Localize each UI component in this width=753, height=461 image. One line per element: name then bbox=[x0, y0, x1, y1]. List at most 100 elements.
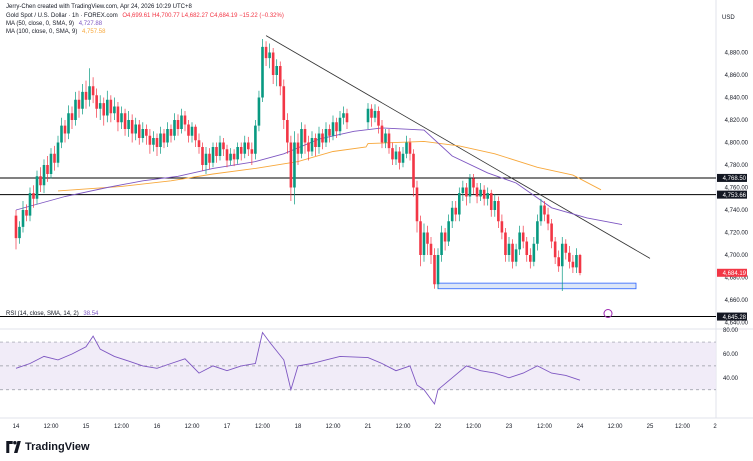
candle-body bbox=[557, 257, 560, 267]
candle-body bbox=[95, 95, 98, 109]
candle-body bbox=[190, 126, 194, 136]
ma100-legend[interactable]: MA (100, close, 0, SMA, 9) 4,757.58 bbox=[6, 28, 108, 36]
candle-body bbox=[296, 142, 300, 154]
candle-body bbox=[176, 120, 180, 129]
candle-body bbox=[84, 91, 88, 100]
candle-body bbox=[293, 142, 296, 188]
rsi-y-tick-label: 60.00 bbox=[723, 352, 739, 358]
tradingview-logo-icon bbox=[6, 441, 21, 453]
candle-body bbox=[250, 149, 254, 154]
candle-body bbox=[46, 165, 49, 174]
candle-body bbox=[331, 122, 335, 136]
y-tick-label: 4,720.00 bbox=[725, 231, 749, 237]
candle-body bbox=[229, 153, 232, 161]
candle-body bbox=[479, 189, 482, 197]
candle-body bbox=[155, 138, 159, 147]
candle-body bbox=[465, 187, 468, 197]
candle-body bbox=[130, 120, 134, 134]
candle-body bbox=[183, 115, 187, 125]
support-zone bbox=[437, 282, 637, 290]
candle-body bbox=[345, 113, 349, 123]
candle-body bbox=[261, 46, 264, 98]
candle-body bbox=[134, 124, 137, 134]
x-tick-label: 14 bbox=[13, 424, 20, 430]
candle-body bbox=[307, 142, 310, 152]
candle-body bbox=[127, 120, 130, 129]
candle-body bbox=[218, 142, 222, 156]
candle-body bbox=[377, 111, 380, 126]
price-label-box bbox=[717, 312, 747, 321]
x-tick-label: 25 bbox=[647, 424, 654, 430]
candle-body bbox=[370, 108, 373, 118]
x-tick-label: 12:00 bbox=[395, 424, 411, 430]
candle-body bbox=[433, 255, 436, 285]
candle-body bbox=[282, 86, 286, 120]
candle-body bbox=[443, 232, 447, 242]
candle-body bbox=[500, 221, 504, 233]
candle-body bbox=[497, 201, 500, 222]
candle-body bbox=[137, 124, 141, 138]
ma100-line bbox=[57, 140, 602, 192]
candle-body bbox=[394, 151, 398, 160]
candle-body bbox=[32, 193, 35, 199]
x-tick-label: 17 bbox=[224, 424, 231, 430]
candle-body bbox=[529, 255, 532, 262]
candle-body bbox=[278, 66, 282, 87]
candle-body bbox=[35, 176, 39, 199]
candle-body bbox=[197, 140, 201, 147]
y-tick-label: 4,880.00 bbox=[725, 51, 749, 57]
candle-body bbox=[173, 120, 176, 136]
candle-body bbox=[303, 129, 307, 143]
currency-label[interactable]: USD bbox=[722, 15, 735, 21]
price-label-box bbox=[717, 190, 747, 199]
candle-body bbox=[578, 255, 582, 273]
candle-body bbox=[180, 115, 183, 129]
rsi-value: 38.54 bbox=[83, 311, 99, 317]
candle-body bbox=[461, 187, 465, 194]
x-tick-label: 12:00 bbox=[43, 424, 59, 430]
candle-body bbox=[571, 261, 575, 268]
candle-body bbox=[401, 153, 405, 163]
candle-body bbox=[475, 187, 479, 197]
candle-body bbox=[67, 113, 70, 134]
candle-body bbox=[511, 243, 514, 262]
candle-body bbox=[436, 255, 440, 285]
y-tick-label: 4,660.00 bbox=[725, 298, 749, 304]
candle-body bbox=[49, 153, 53, 174]
price-label: 4,645.28 bbox=[723, 315, 747, 321]
y-tick-label: 4,800.00 bbox=[725, 141, 749, 147]
candle-body bbox=[222, 142, 225, 150]
candle-body bbox=[271, 52, 275, 75]
candle-body bbox=[159, 133, 162, 147]
ma50-value: 4,727.88 bbox=[78, 21, 103, 27]
candle-body bbox=[145, 129, 148, 136]
candle-body bbox=[482, 189, 486, 199]
candle-body bbox=[564, 243, 568, 253]
x-tick-label: 12:00 bbox=[325, 424, 341, 430]
candle-body bbox=[342, 113, 345, 118]
rsi-legend[interactable]: RSI (14, close, SMA, 14, 2) 38.54 bbox=[6, 310, 101, 318]
candle-body bbox=[14, 215, 18, 239]
candle-body bbox=[70, 113, 74, 120]
candle-body bbox=[408, 142, 412, 154]
candle-body bbox=[208, 153, 211, 163]
candle-body bbox=[152, 138, 155, 145]
candle-body bbox=[504, 232, 507, 255]
candle-body bbox=[21, 210, 25, 227]
rsi-y-tick-label: 40.00 bbox=[723, 376, 739, 382]
x-tick-label: 12:00 bbox=[466, 424, 482, 430]
candle-body bbox=[28, 193, 32, 216]
candle-body bbox=[102, 103, 106, 116]
candle-body bbox=[187, 124, 190, 136]
tradingview-logo[interactable]: TradingView bbox=[6, 441, 90, 453]
x-tick-label: 12:00 bbox=[537, 424, 553, 430]
x-tick-label: 16 bbox=[154, 424, 161, 430]
x-tick-label: 24 bbox=[577, 424, 584, 430]
y-tick-label: 4,760.00 bbox=[725, 186, 749, 192]
candle-body bbox=[328, 129, 331, 136]
ma50-legend[interactable]: MA (50, close, 0, SMA, 9) 4,727.88 bbox=[6, 20, 105, 28]
trendline bbox=[265, 35, 651, 259]
candle-body bbox=[232, 153, 236, 160]
candle-body bbox=[91, 86, 95, 96]
